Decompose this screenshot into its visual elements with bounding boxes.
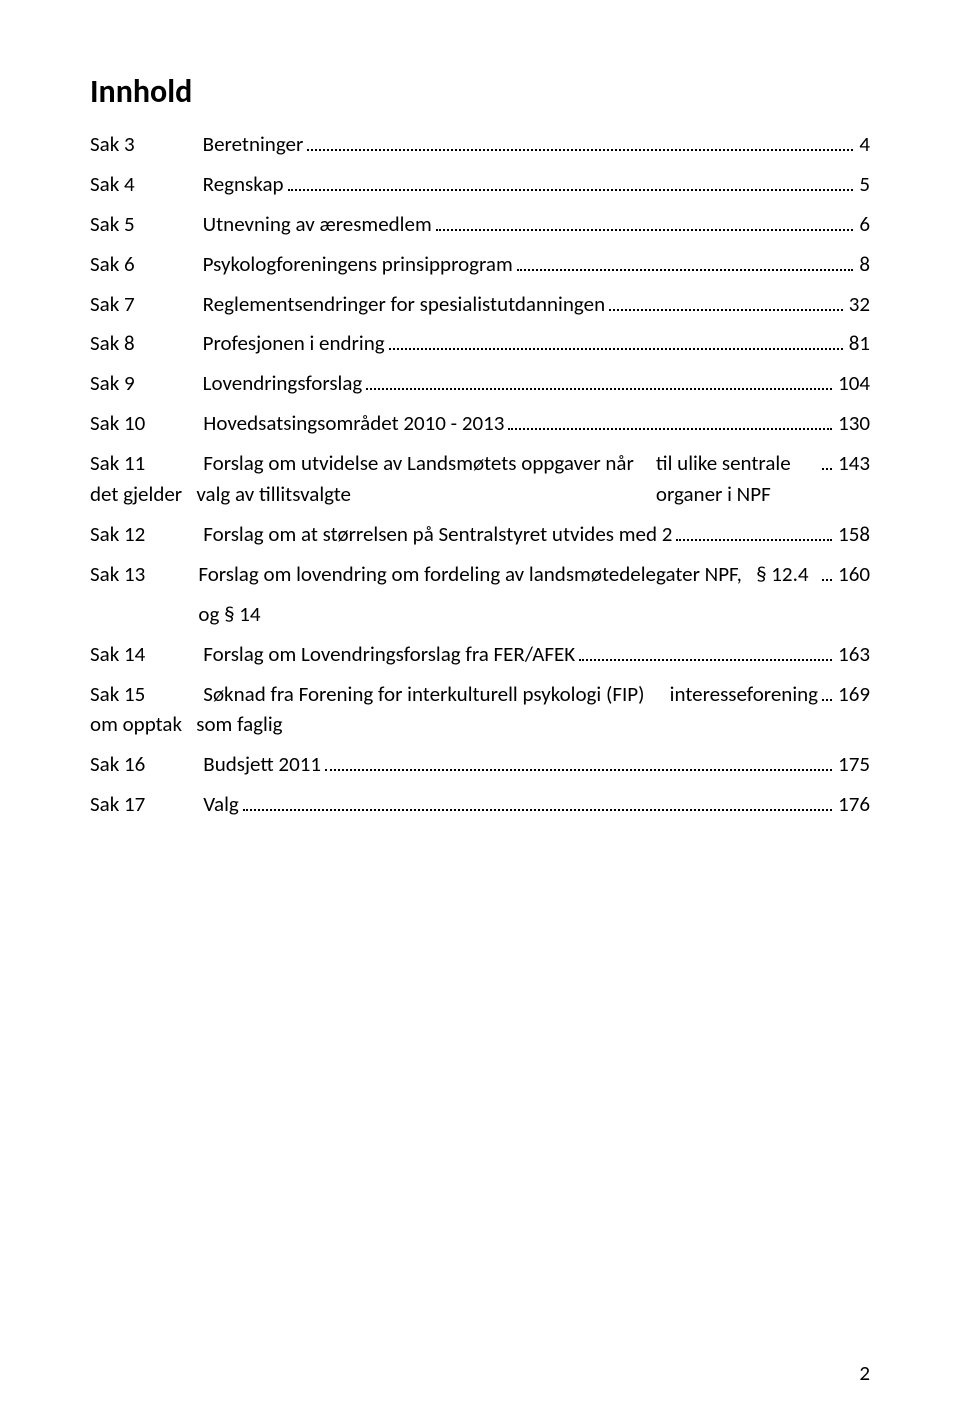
toc-leader	[288, 172, 854, 191]
toc-list: Sak 3 Beretninger 4 Sak 4 Regnskap 5 Sak 5 Utne…	[90, 125, 870, 825]
toc-entry: Sak 3 Beretninger 4	[90, 125, 870, 165]
toc-entry-page: 6	[857, 205, 870, 245]
page-title: Innhold	[90, 72, 870, 111]
toc-entry: Sak 12 Forslag om at størrelsen på Sentra…	[90, 515, 870, 555]
toc-entry-line1: Sak 11Forslag om utvidelse av Landsmøtet…	[90, 448, 656, 509]
toc-entry-number: Sak 8	[90, 324, 135, 364]
toc-entry-page: 143	[836, 448, 870, 478]
toc-entry-page: 160	[836, 555, 870, 595]
toc-entry-page: 169	[836, 679, 870, 709]
toc-entry-title: Regnskap	[203, 165, 284, 205]
toc-entry: Sak 11Forslag om utvidelse av Landsmøtet…	[90, 448, 870, 509]
toc-entry: Sak 8 Profesjonen i endring 81	[90, 324, 870, 364]
toc-entry-title-cont: til ulike sentrale organer i NPF	[656, 448, 818, 509]
toc-leader	[366, 372, 832, 391]
toc-entry-line1: Sak 15Søknad fra Forening for interkultu…	[90, 679, 670, 740]
toc-entry-number: Sak 3	[90, 125, 135, 165]
toc-entry-page: 163	[836, 635, 870, 675]
toc-leader	[676, 522, 832, 541]
toc-leader	[436, 212, 854, 231]
toc-entry-title: Beretninger	[203, 125, 304, 165]
toc-entry-number: Sak 9	[90, 364, 135, 404]
toc-entry-number: Sak 12	[90, 515, 145, 555]
toc-entry-number: Sak 6	[90, 245, 135, 285]
toc-entry: Sak 16 Budsjett 2011 175	[90, 745, 870, 785]
toc-entry-title: Valg	[203, 785, 239, 825]
toc-entry: Sak 7 Reglementsendringer for spesialistu…	[90, 285, 870, 325]
toc-entry-page: 175	[836, 745, 870, 785]
toc-entry-title: Forslag om utvidelse av Landsmøtets oppg…	[90, 450, 639, 506]
toc-entry-number: Sak 10	[90, 404, 145, 444]
toc-leader	[325, 753, 832, 772]
toc-entry-line2: interesseforening 169	[670, 679, 870, 709]
toc-entry-title-cont: interesseforening	[670, 679, 818, 709]
toc-entry-page: 176	[836, 785, 870, 825]
toc-leader	[579, 642, 832, 661]
toc-leader	[822, 682, 832, 701]
toc-entry-title: Budsjett 2011	[203, 745, 321, 785]
toc-entry-page: 130	[836, 404, 870, 444]
toc-entry-page: 8	[857, 245, 870, 285]
toc-leader	[307, 132, 853, 151]
toc-entry-page: 32	[847, 285, 870, 325]
toc-entry-title: Utnevning av æresmedlem	[203, 205, 432, 245]
toc-entry-page: 158	[836, 515, 870, 555]
toc-entry-number: Sak 11	[90, 450, 145, 476]
toc-entry: Sak 14 Forslag om Lovendringsforslag fra …	[90, 635, 870, 675]
toc-leader	[508, 411, 832, 430]
toc-entry-title: Forslag om Lovendringsforslag fra FER/AF…	[203, 635, 575, 675]
toc-entry-page: 4	[857, 125, 870, 165]
toc-entry: Sak 5 Utnevning av æresmedlem 6	[90, 205, 870, 245]
toc-leader	[822, 562, 832, 581]
toc-entry-title: Psykologforeningens prinsipprogram	[203, 245, 513, 285]
toc-entry-title: Profesjonen i endring	[203, 324, 385, 364]
toc-leader	[822, 451, 832, 470]
toc-entry: Sak 9 Lovendringsforslag 104	[90, 364, 870, 404]
toc-entry-number: Sak 17	[90, 785, 145, 825]
page-number: 2	[859, 1360, 870, 1386]
document-page: Innhold Sak 3Beretninger4Sak 4Regnskap5S…	[0, 0, 960, 1426]
toc-leader	[609, 292, 843, 311]
toc-entry: Sak 6 Psykologforeningens prinsipprogram 8	[90, 245, 870, 285]
toc-entry-number: Sak 13	[90, 555, 145, 595]
toc-entry-title: Lovendringsforslag	[203, 364, 363, 404]
toc-entry-number: Sak 16	[90, 745, 145, 785]
toc-entry: Sak 4 Regnskap 5	[90, 165, 870, 205]
toc-entry: Sak 13 Forslag om lovendring om fordeling…	[90, 555, 870, 635]
toc-leader	[517, 252, 854, 271]
toc-entry-line2: til ulike sentrale organer i NPF 143	[656, 448, 870, 509]
toc-entry-page: 81	[847, 324, 870, 364]
toc-entry-page: 104	[836, 364, 870, 404]
toc-entry-number: Sak 5	[90, 205, 135, 245]
toc-leader	[389, 332, 843, 351]
toc-entry: Sak 15Søknad fra Forening for interkultu…	[90, 679, 870, 740]
toc-entry: Sak 10 Hovedsatsingsområdet 2010 - 2013 13…	[90, 404, 870, 444]
toc-entry-title: Forslag om at størrelsen på Sentralstyre…	[203, 515, 672, 555]
toc-entry-title: Forslag om lovendring om fordeling av la…	[198, 555, 818, 635]
toc-entry-number: Sak 15	[90, 681, 145, 707]
toc-entry: Sak 17 Valg 176	[90, 785, 870, 825]
toc-entry-page: 5	[857, 165, 870, 205]
toc-entry-title: Søknad fra Forening for interkulturell p…	[90, 681, 649, 737]
toc-leader	[243, 793, 832, 812]
toc-entry-number: Sak 7	[90, 285, 135, 325]
toc-entry-number: Sak 4	[90, 165, 135, 205]
toc-entry-title: Hovedsatsingsområdet 2010 - 2013	[203, 404, 504, 444]
toc-entry-title: Reglementsendringer for spesialistutdann…	[203, 285, 605, 325]
toc-entry-number: Sak 14	[90, 635, 145, 675]
